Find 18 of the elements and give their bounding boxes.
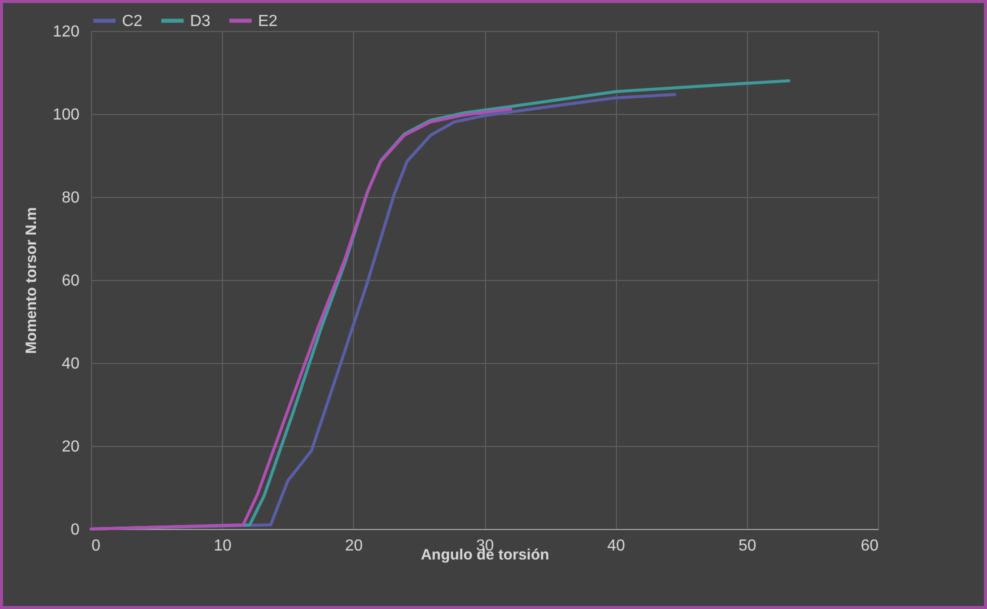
x-tick-label: 40	[607, 538, 626, 554]
y-tick-label: 40	[62, 356, 80, 372]
y-axis-title: Momento torsor N.m	[22, 207, 40, 354]
x-tick-label: 60	[860, 538, 879, 554]
x-tick-label: 20	[344, 538, 363, 554]
y-tick-label: 20	[62, 438, 80, 456]
y-tick-label: 100	[52, 106, 80, 124]
y-tick-label: 0	[70, 522, 80, 538]
legend-label: E2	[258, 12, 278, 30]
x-tick-label: 50	[738, 538, 756, 554]
x-tick-label: 0	[92, 538, 100, 554]
legend-label: C2	[122, 12, 143, 30]
y-tick-label: 80	[62, 190, 80, 206]
y-tick-label: 60	[62, 272, 80, 290]
legend-label: D3	[190, 12, 211, 30]
x-tick-label: 10	[214, 538, 232, 554]
y-tick-label: 120	[52, 24, 80, 40]
line-series	[90, 108, 512, 530]
